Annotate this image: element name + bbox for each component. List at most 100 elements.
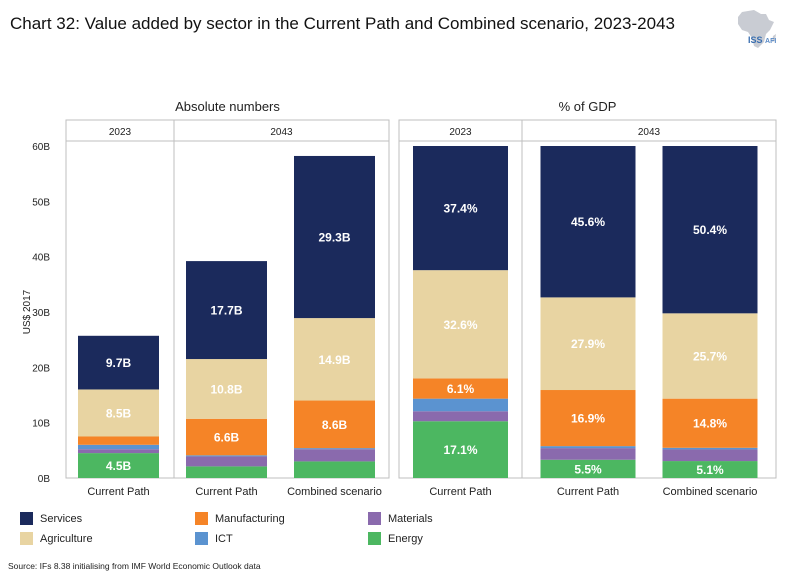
legend-item-ict: ICT <box>195 532 233 545</box>
legend-swatch <box>195 532 208 545</box>
bar-segment-services <box>294 155 375 319</box>
data-label: 5.5% <box>574 462 602 476</box>
data-label: 50.4% <box>693 223 727 237</box>
y-axis-label: US$ 2017 <box>22 289 33 334</box>
panel-title: % of GDP <box>559 99 617 114</box>
legend: Services Manufacturing Materials Agricul… <box>20 508 580 548</box>
group-label-2023: 2023 <box>109 127 132 138</box>
bar-segment-energy <box>78 453 159 478</box>
bar-segment-manufacturing <box>78 436 159 445</box>
y-tick-label: 20B <box>32 363 50 374</box>
bar-segment-services <box>413 146 508 271</box>
data-label: 14.8% <box>693 417 727 431</box>
chart-svg: Absolute numbers 2023 2043 0B 10B 20B 30B 40B 50… <box>22 99 777 498</box>
y-tick-label: 40B <box>32 253 50 264</box>
y-tick-label: 30B <box>32 308 50 319</box>
legend-item-agriculture: Agriculture <box>20 532 93 545</box>
bar-segment-energy <box>540 459 636 478</box>
bar-segment-energy <box>413 421 508 478</box>
bar-segment-manufacturing <box>413 378 508 399</box>
data-label: 5.1% <box>696 463 724 477</box>
bar-segment-agriculture <box>294 318 375 401</box>
data-label: 17.1% <box>443 443 477 457</box>
data-label: 29.3B <box>318 231 350 245</box>
bar-segment-services <box>540 146 636 298</box>
y-tick-label: 10B <box>32 419 50 430</box>
legend-label: Materials <box>388 512 433 525</box>
bar-segment-manufacturing <box>662 398 758 448</box>
data-label: 10.8B <box>210 382 242 396</box>
legend-item-services: Services <box>20 512 82 525</box>
legend-item-materials: Materials <box>368 512 433 525</box>
legend-label: Services <box>40 512 83 525</box>
bar-segment-ict <box>662 447 758 450</box>
legend-label: ICT <box>215 532 233 545</box>
data-label: 8.6B <box>322 418 348 432</box>
bar-segment-energy <box>294 461 375 478</box>
bar-segment-energy <box>662 461 758 478</box>
bar-segment-ict <box>413 398 508 412</box>
bar-segment-energy <box>186 466 267 478</box>
x-category-label: Combined scenario <box>663 486 758 498</box>
legend-swatch <box>195 512 208 525</box>
data-label: 6.1% <box>447 382 475 396</box>
legend-swatch <box>368 532 381 545</box>
bar-segment-agriculture <box>186 359 267 419</box>
x-category-label: Current Path <box>87 486 149 498</box>
africa-map-icon <box>738 10 776 48</box>
data-label: 32.6% <box>443 318 477 332</box>
panel-absolute: Absolute numbers 2023 2043 0B 10B 20B 30B 40B 50… <box>22 99 390 498</box>
panel-title: Absolute numbers <box>175 99 280 114</box>
logo-iss: ISS <box>748 35 763 45</box>
panel-percent: % of GDP 2023 2043 17.1% 6.1% 32.6% 37.4% Curre… <box>398 99 777 498</box>
data-label: 6.6B <box>214 431 240 445</box>
data-label: 17.7B <box>210 304 242 318</box>
bar-segment-manufacturing <box>294 400 375 449</box>
data-label: 16.9% <box>571 412 605 426</box>
x-category-label: Current Path <box>195 486 257 498</box>
bar-segment-agriculture <box>540 297 636 391</box>
bar-segment-agriculture <box>78 389 159 437</box>
data-label: 25.7% <box>693 349 727 363</box>
chart-title: Chart 32: Value added by sector in the C… <box>10 14 675 33</box>
bar-segment-materials <box>662 449 758 462</box>
y-tick-label: 60B <box>32 142 50 153</box>
bar-segment-services <box>662 146 758 314</box>
y-tick-label: 50B <box>32 197 50 208</box>
bar-segment-materials <box>294 449 375 462</box>
group-label-2043: 2043 <box>638 127 661 138</box>
legend-item-energy: Energy <box>368 532 423 545</box>
legend-swatch <box>20 532 33 545</box>
iss-africa-logo <box>728 8 780 50</box>
legend-item-manufacturing: Manufacturing <box>195 512 285 525</box>
data-label: 37.4% <box>443 202 477 216</box>
group-label-2043: 2043 <box>270 127 293 138</box>
bar-segment-services <box>186 261 267 360</box>
bar-segment-manufacturing <box>540 390 636 447</box>
bar-segment-materials <box>540 448 636 460</box>
group-label-2023: 2023 <box>449 127 472 138</box>
data-label: 14.9B <box>318 353 350 367</box>
data-label: 27.9% <box>571 337 605 351</box>
bar-segment-materials <box>186 456 267 467</box>
legend-swatch <box>368 512 381 525</box>
data-label: 4.5B <box>106 459 132 473</box>
legend-label: Agriculture <box>40 532 93 545</box>
bar-segment-ict <box>540 446 636 449</box>
bar-segment-agriculture <box>413 270 508 379</box>
x-category-label: Combined scenario <box>287 486 382 498</box>
bar-segment-materials <box>413 411 508 422</box>
logo-text: ISS AFI <box>748 35 776 45</box>
data-label: 8.5B <box>106 406 132 420</box>
bar-segment-agriculture <box>662 313 758 399</box>
data-label: 45.6% <box>571 215 605 229</box>
source-note: Source: IFs 8.38 initialising from IMF W… <box>8 561 261 571</box>
data-label: 9.7B <box>106 356 132 370</box>
bar-segment-services <box>78 335 159 390</box>
x-category-label: Current Path <box>557 486 619 498</box>
x-category-label: Current Path <box>429 486 491 498</box>
bar-segment-ict <box>78 444 159 450</box>
bar-segment-manufacturing <box>186 418 267 456</box>
bar-segment-ict <box>186 455 267 457</box>
logo-suffix: AFI <box>765 38 777 45</box>
